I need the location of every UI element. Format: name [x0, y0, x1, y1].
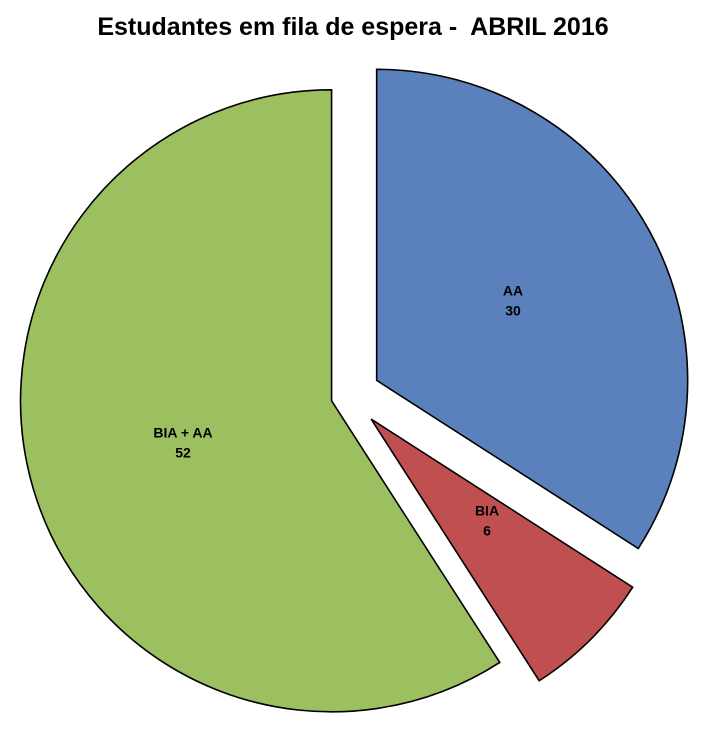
pie-slice-aa[interactable] — [375, 68, 689, 550]
chart-title: Estudantes em fila de espera - ABRIL 201… — [97, 13, 609, 41]
pie-slice-bia[interactable] — [370, 418, 634, 682]
pie-slice-bia-aa[interactable] — [19, 89, 501, 713]
